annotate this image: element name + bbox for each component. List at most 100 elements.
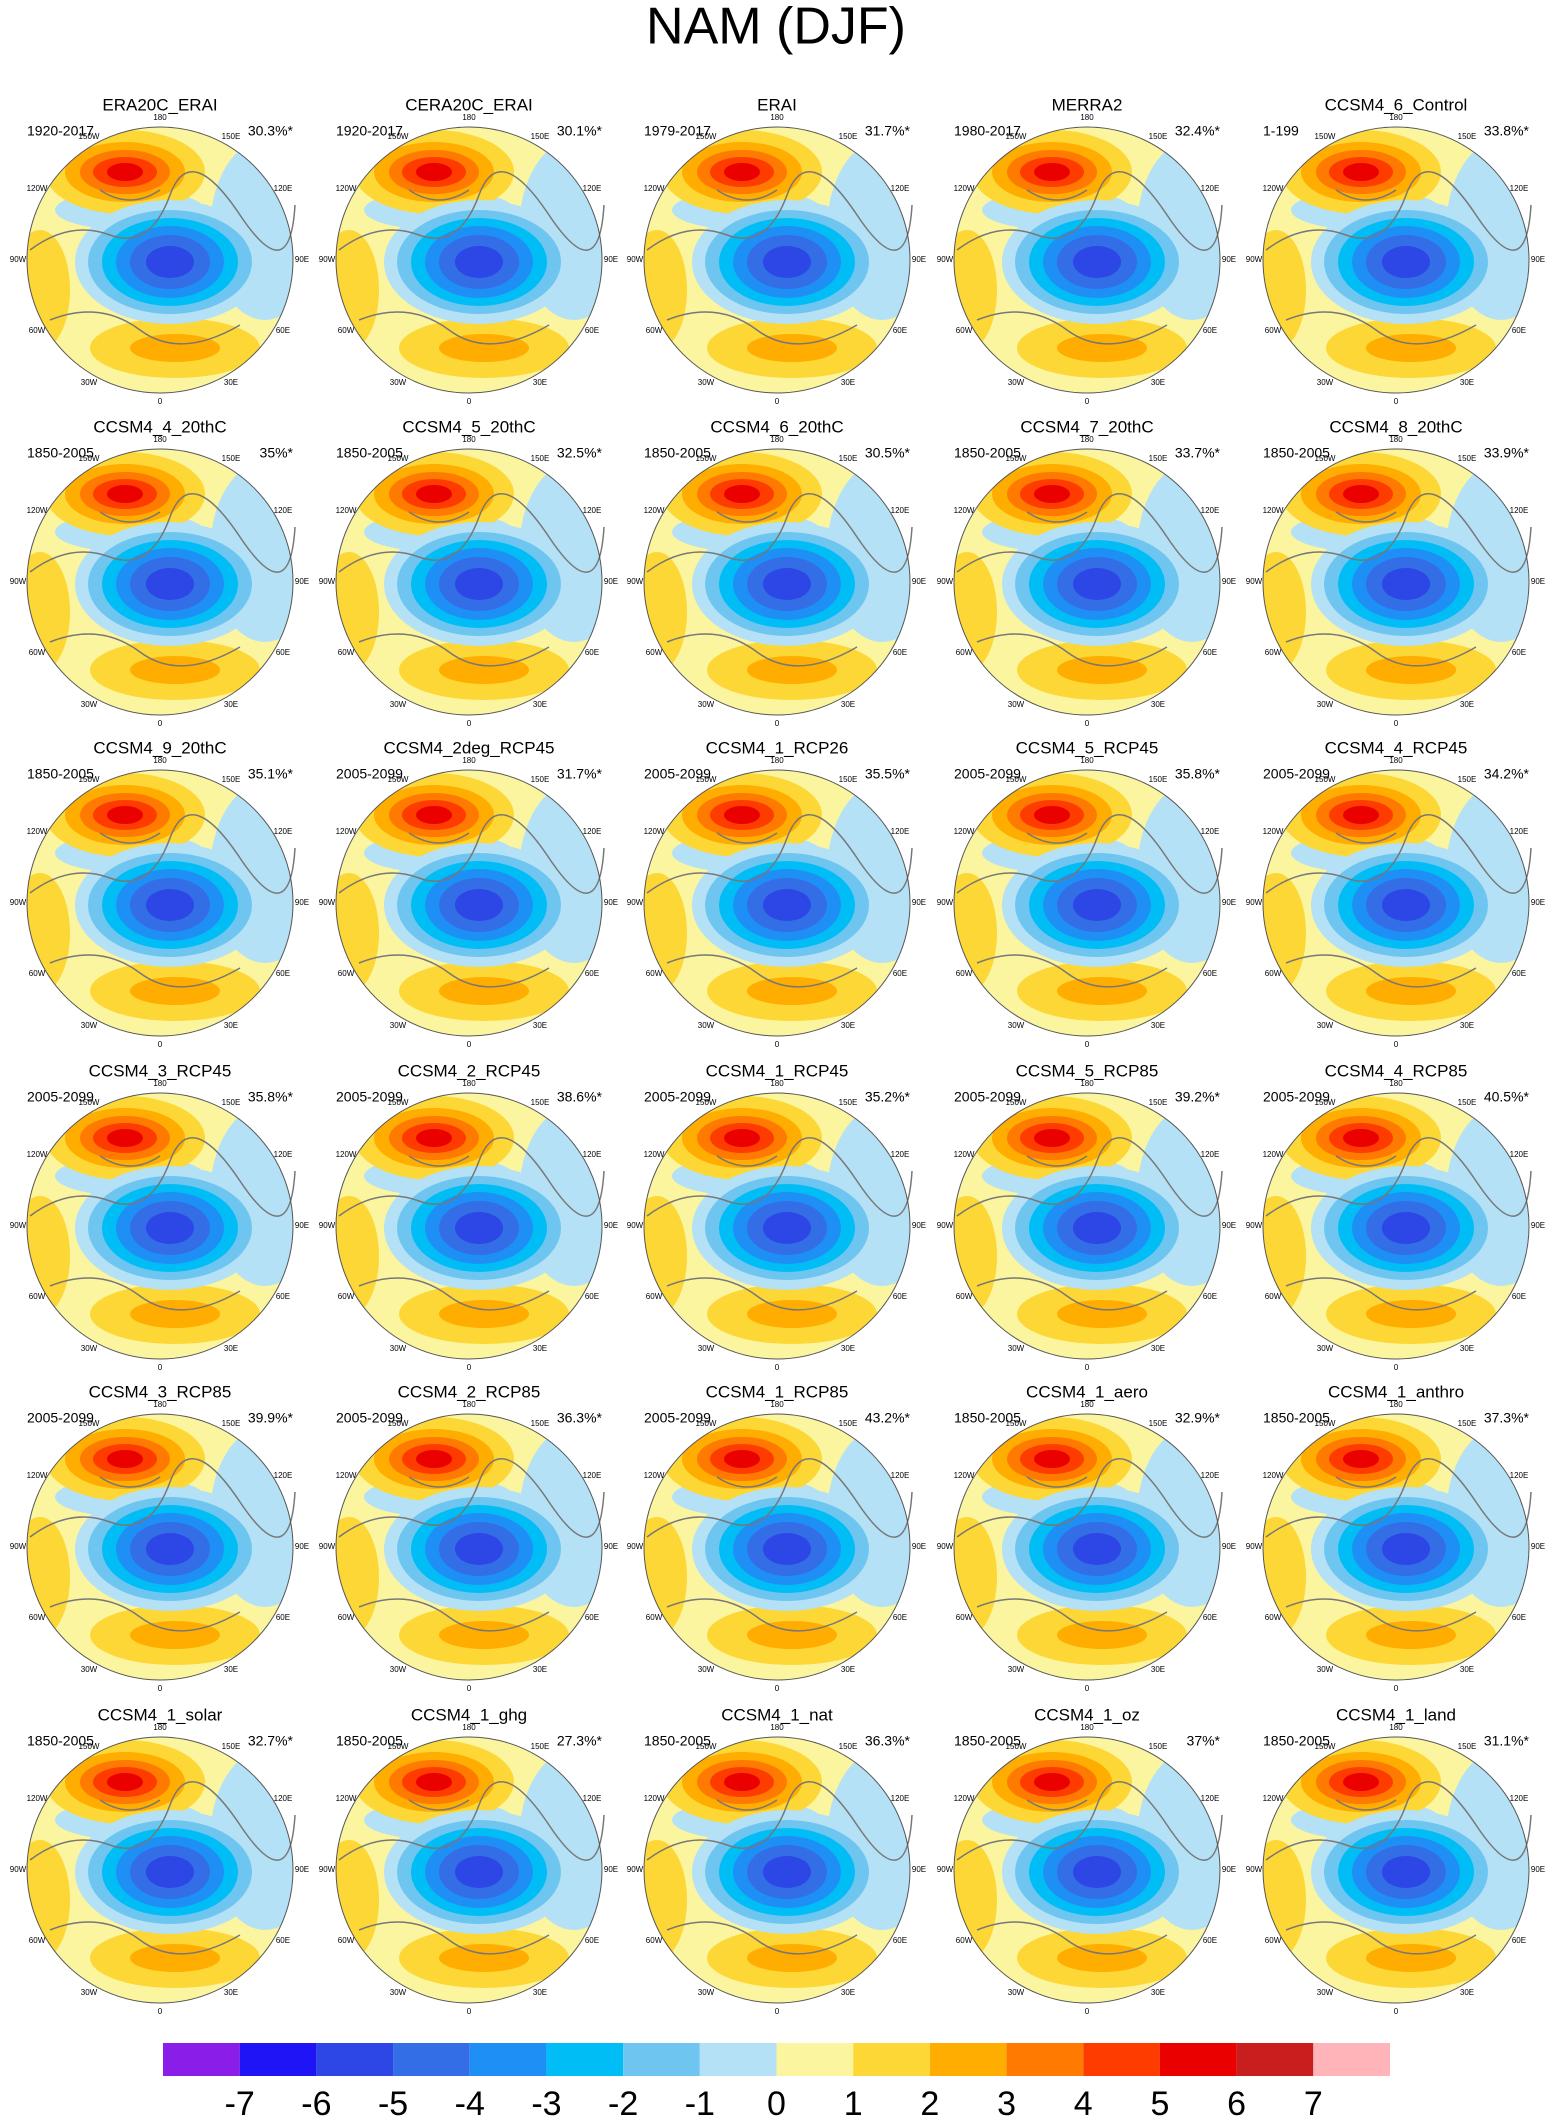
field-contour	[130, 1944, 220, 1972]
field-contour	[107, 806, 143, 824]
map-panel: CCSM4_2_RCP85 2005-2099 36.3%* 0 30E 60E 90E 12…	[319, 1382, 618, 1693]
panel-period: 1850-2005	[954, 1410, 1021, 1426]
longitude-label: 180	[153, 756, 167, 765]
longitude-label: 90W	[1246, 1542, 1263, 1551]
colorbar-label: 2	[920, 2085, 939, 2123]
longitude-label: 150E	[531, 1098, 550, 1107]
map-field	[336, 449, 602, 715]
field-contour	[1263, 1196, 1306, 1316]
field-contour	[763, 1533, 811, 1565]
longitude-label: 60E	[276, 969, 290, 978]
map-field	[954, 127, 1220, 393]
longitude-label: 150W	[79, 775, 100, 784]
coastline	[646, 170, 913, 345]
longitude-label: 150W	[79, 1098, 100, 1107]
longitude-label: 30E	[1151, 1344, 1165, 1353]
panel-title: CERA20C_ERAI	[405, 95, 533, 114]
longitude-label: 150W	[79, 1419, 100, 1428]
map-panel: CCSM4_2deg_RCP45 2005-2099 31.7%* 0 30E 60E 90…	[319, 738, 618, 1049]
map-field	[644, 770, 910, 1036]
coastline	[29, 1780, 296, 1955]
field-contour	[416, 1129, 452, 1147]
longitude-label: 60W	[646, 648, 663, 657]
map-field	[954, 449, 1220, 715]
longitude-label: 60W	[338, 326, 355, 335]
panel-percent: 30.5%*	[865, 445, 911, 461]
longitude-label: 60W	[1265, 1936, 1282, 1945]
map-outline	[335, 1736, 603, 2004]
longitude-label: 150E	[1149, 454, 1168, 463]
longitude-label: 120W	[336, 1794, 357, 1803]
longitude-label: 150E	[1458, 1098, 1477, 1107]
figure-title: NAM (DJF)	[646, 0, 906, 56]
longitude-label: 90E	[604, 1865, 618, 1874]
field-contour	[27, 230, 70, 350]
longitude-label: 120W	[1263, 1471, 1284, 1480]
field-contour	[1263, 873, 1306, 993]
field-contour	[644, 230, 687, 350]
longitude-label: 150E	[222, 1742, 241, 1751]
longitude-label: 180	[1080, 113, 1094, 122]
map-outline	[643, 126, 911, 394]
map-field	[27, 449, 293, 715]
field-contour	[954, 873, 997, 993]
longitude-label: 150W	[388, 132, 409, 141]
longitude-label: 150E	[1458, 1419, 1477, 1428]
longitude-label: 120W	[954, 184, 975, 193]
map-outline	[26, 1413, 294, 1681]
field-contour	[1034, 1129, 1070, 1147]
panel-title: CCSM4_6_Control	[1325, 95, 1468, 114]
panel-title: MERRA2	[1052, 95, 1123, 114]
longitude-label: 120E	[583, 1794, 602, 1803]
coastline	[338, 1136, 605, 1311]
longitude-label: 30W	[81, 1665, 98, 1674]
map-outline	[1262, 1736, 1530, 2004]
field-contour	[724, 1450, 760, 1468]
colorbar-box	[1236, 2043, 1314, 2076]
longitude-label: 150W	[388, 775, 409, 784]
longitude-label: 150W	[79, 132, 100, 141]
longitude-label: 60E	[1203, 969, 1217, 978]
longitude-label: 120W	[1263, 506, 1284, 515]
map-panel: CCSM4_5_20thC 1850-2005 32.5%* 0 30E 60E 90E 12…	[319, 417, 618, 728]
longitude-label: 30E	[841, 1665, 855, 1674]
field-contour	[747, 656, 837, 684]
longitude-label: 180	[770, 1723, 784, 1732]
field-contour	[336, 873, 379, 993]
longitude-label: 90E	[1222, 1542, 1236, 1551]
longitude-label: 90E	[604, 1221, 618, 1230]
longitude-label: 60E	[276, 1936, 290, 1945]
coastline	[956, 1457, 1223, 1632]
field-contour	[107, 485, 143, 503]
longitude-label: 120E	[1201, 184, 1220, 193]
longitude-label: 150E	[222, 1419, 241, 1428]
longitude-label: 150W	[388, 454, 409, 463]
map-field	[644, 1737, 910, 2003]
map-outline	[335, 1413, 603, 1681]
longitude-label: 30E	[533, 1988, 547, 1997]
longitude-label: 90W	[10, 1865, 27, 1874]
longitude-label: 150W	[1315, 775, 1336, 784]
longitude-label: 120E	[891, 827, 910, 836]
longitude-label: 120E	[1201, 1150, 1220, 1159]
longitude-label: 120E	[1510, 1150, 1529, 1159]
longitude-label: 60W	[646, 1613, 663, 1622]
panel-title: CCSM4_1_RCP26	[706, 738, 849, 757]
longitude-label: 120E	[1510, 1794, 1529, 1803]
panel-period: 1850-2005	[954, 1733, 1021, 1749]
map-panel: CCSM4_1_nat 1850-2005 36.3%* 0 30E 60E 90E 120E…	[627, 1705, 926, 2016]
field-contour	[439, 977, 529, 1005]
field-contour	[1366, 977, 1456, 1005]
coastline	[646, 1136, 913, 1311]
map-panel: CCSM4_6_20thC 1850-2005 30.5%* 0 30E 60E 90E 12…	[627, 417, 926, 728]
longitude-label: 150W	[1006, 132, 1027, 141]
longitude-label: 90W	[937, 898, 954, 907]
longitude-label: 150E	[1149, 775, 1168, 784]
longitude-label: 90W	[1246, 898, 1263, 907]
map-field	[954, 770, 1220, 1036]
map-outline	[643, 769, 911, 1037]
coastline	[1265, 813, 1532, 988]
panel-period: 1850-2005	[644, 445, 711, 461]
map-field	[644, 127, 910, 393]
colorbar-box	[1159, 2043, 1237, 2076]
